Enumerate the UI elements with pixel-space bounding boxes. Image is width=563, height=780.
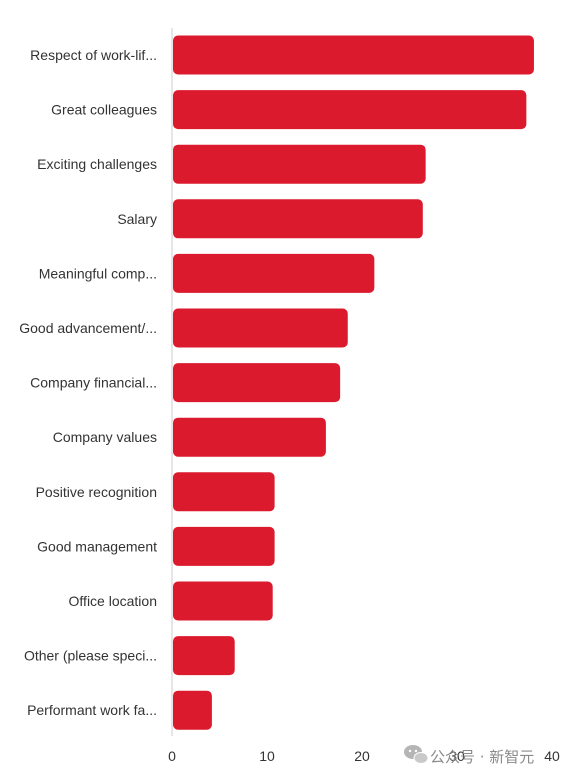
bar-5 <box>173 308 348 348</box>
category-label-9: Good management <box>37 538 157 554</box>
category-label-12: Performant work fa... <box>27 702 157 718</box>
x-tick-label-3: 30 <box>449 748 465 764</box>
wechat-icon <box>404 745 429 764</box>
category-label-3: Salary <box>117 211 157 227</box>
category-labels: Respect of work-lif... Great colleagues Ex… <box>19 47 157 718</box>
x-tick-labels: 0 10 20 30 40 <box>168 748 560 764</box>
category-label-4: Meaningful comp... <box>39 265 157 281</box>
bar-8 <box>173 472 275 512</box>
bar-0 <box>173 35 534 75</box>
category-label-1: Great colleagues <box>51 102 157 118</box>
x-tick-label-1: 10 <box>259 748 275 764</box>
bar-3 <box>173 199 423 239</box>
category-label-11: Other (please speci... <box>24 648 157 664</box>
x-tick-label-0: 0 <box>168 748 176 764</box>
category-label-6: Company financial... <box>30 375 157 391</box>
category-label-8: Positive recognition <box>36 484 157 500</box>
bars-group <box>173 35 534 730</box>
bar-9 <box>173 526 275 566</box>
bar-4 <box>173 253 375 293</box>
watermark: 公众号 · 新智元 <box>404 745 534 766</box>
category-label-10: Office location <box>69 593 157 609</box>
watermark-text: 公众号 · 新智元 <box>430 748 534 766</box>
bar-6 <box>173 363 341 403</box>
x-tick-label-2: 20 <box>354 748 370 764</box>
category-label-2: Exciting challenges <box>37 156 157 172</box>
bar-12 <box>173 690 212 730</box>
bar-1 <box>173 90 527 130</box>
bar-11 <box>173 636 235 676</box>
bar-10 <box>173 581 273 621</box>
category-label-0: Respect of work-lif... <box>30 47 157 63</box>
x-tick-label-4: 40 <box>544 748 560 764</box>
bar-7 <box>173 417 326 457</box>
category-label-5: Good advancement/... <box>19 320 157 336</box>
bar-2 <box>173 144 426 184</box>
category-label-7: Company values <box>53 429 157 445</box>
